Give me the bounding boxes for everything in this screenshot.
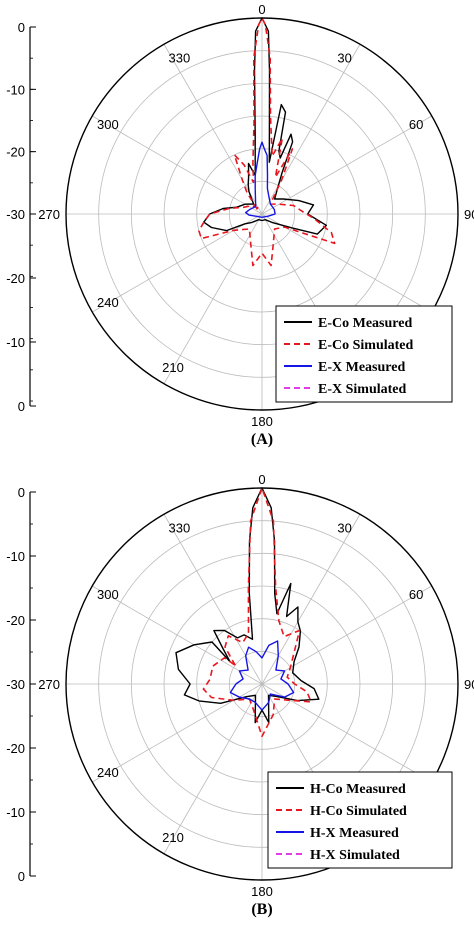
panel-label: (A)	[251, 431, 273, 448]
radial-tick-label: 0	[18, 869, 25, 884]
radial-tick-label: 0	[18, 20, 25, 35]
grid-spoke	[163, 514, 263, 685]
angle-label-90: 90	[464, 677, 474, 692]
radial-tick-label: -20	[6, 613, 25, 628]
panel-b: 0 30 60 90 180 210 240 270 300 330 0 -10 -20 -30 -20 -1…	[6, 472, 474, 918]
grid-spoke	[163, 213, 263, 384]
angle-label-330: 330	[168, 520, 190, 535]
series-line-1	[198, 17, 336, 267]
angle-label-300: 300	[97, 587, 119, 602]
angle-label-0: 0	[258, 2, 265, 17]
grid-spoke	[163, 44, 263, 215]
angle-label-30: 30	[337, 520, 351, 535]
grid-spoke	[261, 115, 432, 215]
radial-tick-label: 0	[18, 485, 25, 500]
radial-tick-label: -10	[6, 335, 25, 350]
grid-spoke	[261, 683, 432, 783]
grid-spoke	[163, 683, 263, 854]
radial-tick-label: -10	[6, 805, 25, 820]
radial-tick-label: -20	[6, 741, 25, 756]
series-line-2	[245, 141, 276, 218]
legend-label: E-Co Simulated	[318, 338, 414, 353]
radial-tick-label: -30	[6, 207, 25, 222]
angle-label-60: 60	[409, 587, 423, 602]
angle-label-60: 60	[409, 117, 423, 132]
legend-label: H-X Measured	[310, 826, 399, 841]
legend-label: E-X Measured	[318, 360, 405, 375]
angle-label-180: 180	[251, 884, 273, 899]
legend-label: E-Co Measured	[318, 316, 412, 331]
legend-label: H-X Simulated	[310, 848, 400, 863]
legend-label: H-Co Measured	[310, 782, 406, 797]
panel-a: 0 30 60 90 180 210 240 270 300 330 0 -10 -20 -30 -20 -1…	[6, 2, 474, 448]
series-line-2	[229, 640, 295, 711]
angle-label-240: 240	[97, 295, 119, 310]
legend-box	[275, 305, 453, 403]
angle-label-270: 270	[38, 207, 60, 222]
angle-label-300: 300	[97, 117, 119, 132]
series-line-0	[175, 487, 320, 724]
legend-label: H-Co Simulated	[310, 804, 407, 819]
radial-tick-label: 0	[18, 399, 25, 414]
grid-spoke	[261, 213, 432, 313]
series-group	[198, 17, 336, 267]
series-line-1	[202, 487, 312, 738]
radial-tick-label: -10	[6, 82, 25, 97]
panel-label: (B)	[251, 901, 272, 918]
angle-label-0: 0	[258, 472, 265, 487]
angle-label-210: 210	[162, 830, 184, 845]
angle-label-270: 270	[38, 677, 60, 692]
angle-label-240: 240	[97, 765, 119, 780]
angle-label-330: 330	[168, 50, 190, 65]
angle-label-180: 180	[251, 414, 273, 429]
series-group	[175, 487, 320, 738]
legend-label: E-X Simulated	[318, 382, 407, 397]
radial-tick-label: -30	[6, 677, 25, 692]
radial-tick-label: -20	[6, 145, 25, 160]
grid-spoke	[92, 585, 263, 685]
angle-label-30: 30	[337, 50, 351, 65]
radial-tick-label: -20	[6, 271, 25, 286]
series-line-0	[203, 17, 327, 235]
grid-spoke	[261, 514, 361, 685]
angle-label-210: 210	[162, 360, 184, 375]
angle-label-90: 90	[464, 207, 474, 222]
grid-spoke	[92, 115, 263, 215]
radial-tick-label: -10	[6, 549, 25, 564]
